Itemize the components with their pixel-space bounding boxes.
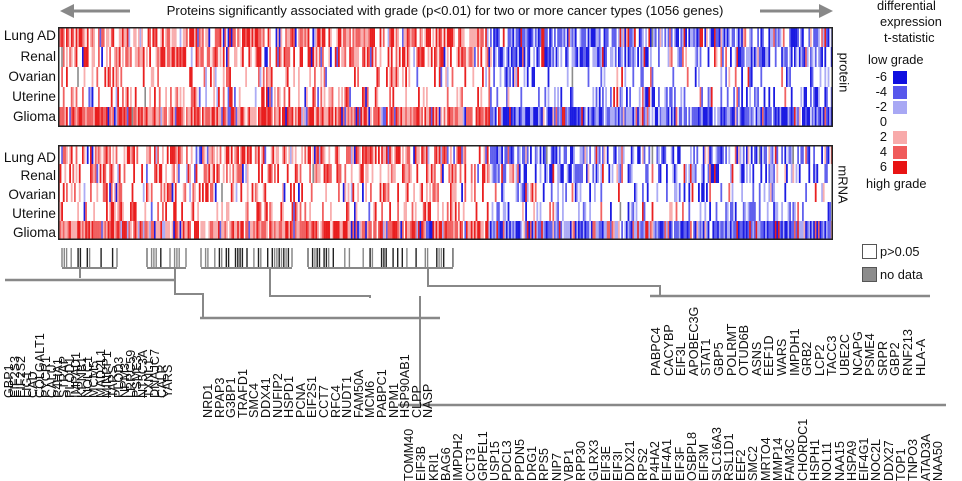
- legend-title-line-3: t-statistic: [884, 30, 935, 45]
- legend-swatch: [893, 161, 907, 174]
- legend-tick-label: -4: [875, 84, 887, 99]
- nodata-swatch: [862, 267, 877, 282]
- mrna-row-label-lung: Lung AD: [3, 150, 56, 165]
- mrna-row-label-glioma: Glioma: [12, 225, 56, 240]
- legend-tick-label: 6: [879, 159, 887, 174]
- pvalue-label: p>0.05: [880, 244, 920, 259]
- legend-swatch: [893, 116, 907, 129]
- legend-tick-label: 4: [879, 144, 887, 159]
- gene-label: NAA50: [930, 441, 945, 481]
- legend-color-scale: -6 -4 -2 0 2 4 6: [865, 68, 925, 174]
- legend-tick-label: 2: [879, 129, 887, 144]
- legend-swatch: [893, 146, 907, 159]
- mrna-row-label-renal: Renal: [20, 168, 56, 183]
- legend-swatch: [893, 101, 907, 114]
- protein-row-label-renal: Renal: [20, 49, 56, 64]
- legend-high-label: high grade: [866, 176, 927, 191]
- legend-tick-label: -2: [875, 99, 887, 114]
- pvalue-swatch: [862, 244, 877, 259]
- protein-row-label-glioma: Glioma: [12, 109, 56, 124]
- protein-row-label-ovarian: Ovarian: [8, 69, 56, 84]
- protein-heatmap: [58, 27, 833, 127]
- gene-label: NASP: [421, 383, 436, 418]
- title: Proteins significantly associated with g…: [130, 3, 760, 18]
- protein-row-label-lung: Lung AD: [3, 28, 56, 43]
- mrna-row-label-uterine: Uterine: [12, 206, 56, 221]
- mrna-heatmap: [58, 145, 833, 240]
- protein-row-label-uterine: Uterine: [12, 89, 56, 104]
- nodata-label: no data: [880, 267, 923, 282]
- legend-swatch: [893, 86, 907, 99]
- legend-tick-label: 0: [879, 114, 887, 129]
- mrna-row-label-ovarian: Ovarian: [8, 187, 56, 202]
- legend-tick-label: -6: [875, 69, 887, 84]
- gene-label: HLA-A: [913, 338, 928, 376]
- legend-title-line-2: expression: [880, 14, 942, 29]
- gene-label: YARS: [160, 364, 175, 398]
- legend-title-line-1: differential: [877, 0, 936, 13]
- legend-low-label: low grade: [868, 52, 924, 67]
- legend-swatch: [893, 131, 907, 144]
- legend-swatch: [893, 71, 907, 84]
